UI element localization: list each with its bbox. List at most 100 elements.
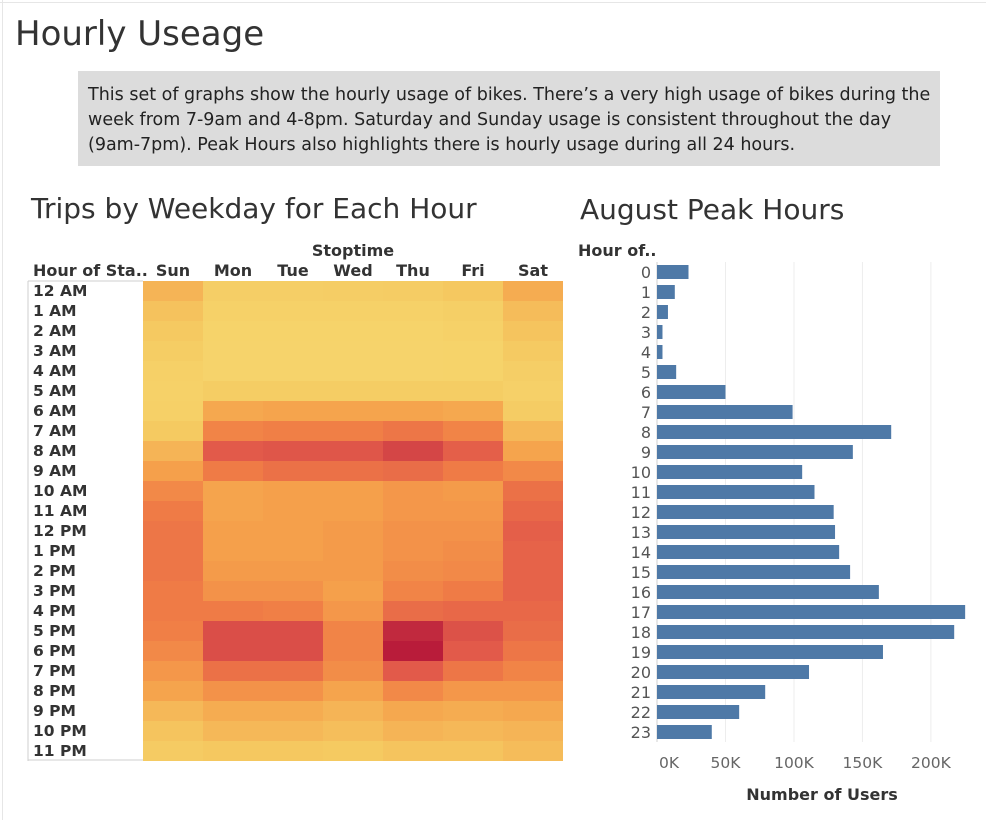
heatmap-cell[interactable] [323,421,383,441]
heatmap-cell[interactable] [203,461,263,481]
heatmap-cell[interactable] [323,621,383,641]
heatmap-cell[interactable] [383,521,443,541]
heatmap-cell[interactable] [383,501,443,521]
heatmap-cell[interactable] [503,561,563,581]
heatmap-cell[interactable] [263,461,323,481]
heatmap-cell[interactable] [323,401,383,421]
heatmap-cell[interactable] [443,481,503,501]
heatmap-cell[interactable] [143,721,203,741]
heatmap-cell[interactable] [143,701,203,721]
heatmap-cell[interactable] [263,361,323,381]
heatmap-cell[interactable] [383,441,443,461]
heatmap-cell[interactable] [143,681,203,701]
heatmap-cell[interactable] [143,321,203,341]
heatmap-cell[interactable] [203,321,263,341]
heatmap-cell[interactable] [503,461,563,481]
heatmap-cell[interactable] [383,641,443,661]
heatmap-cell[interactable] [323,641,383,661]
heatmap-cell[interactable] [443,601,503,621]
heatmap-cell[interactable] [143,281,203,301]
heatmap-cell[interactable] [503,421,563,441]
heatmap-cell[interactable] [323,441,383,461]
heatmap-cell[interactable] [383,421,443,441]
heatmap-cell[interactable] [443,721,503,741]
heatmap-cell[interactable] [263,501,323,521]
heatmap-cell[interactable] [203,381,263,401]
heatmap-cell[interactable] [143,561,203,581]
heatmap-cell[interactable] [443,541,503,561]
heatmap-cell[interactable] [323,701,383,721]
heatmap-cell[interactable] [443,741,503,761]
heatmap-cell[interactable] [203,301,263,321]
heatmap-cell[interactable] [503,621,563,641]
heatmap-cell[interactable] [383,321,443,341]
heatmap-cell[interactable] [323,601,383,621]
heatmap-cell[interactable] [503,661,563,681]
heatmap-cell[interactable] [443,401,503,421]
heatmap-cell[interactable] [323,501,383,521]
heatmap-cell[interactable] [263,601,323,621]
heatmap-cell[interactable] [203,501,263,521]
heatmap-cell[interactable] [323,281,383,301]
heatmap-cell[interactable] [143,521,203,541]
heatmap-cell[interactable] [203,701,263,721]
heatmap-cell[interactable] [323,721,383,741]
heatmap-cell[interactable] [323,361,383,381]
heatmap-cell[interactable] [143,541,203,561]
heatmap-cell[interactable] [203,541,263,561]
heatmap-cell[interactable] [203,661,263,681]
heatmap-cell[interactable] [503,361,563,381]
heatmap-cell[interactable] [323,661,383,681]
heatmap-cell[interactable] [443,681,503,701]
heatmap-cell[interactable] [503,681,563,701]
heatmap-cell[interactable] [503,401,563,421]
heatmap-cell[interactable] [203,581,263,601]
heatmap-cell[interactable] [263,621,323,641]
heatmap-cell[interactable] [383,481,443,501]
heatmap-cell[interactable] [503,581,563,601]
heatmap-cell[interactable] [383,661,443,681]
heatmap-cell[interactable] [143,661,203,681]
heatmap-cell[interactable] [443,301,503,321]
heatmap-cell[interactable] [203,601,263,621]
heatmap-cell[interactable] [143,641,203,661]
heatmap-cell[interactable] [143,341,203,361]
heatmap-cell[interactable] [143,581,203,601]
heatmap-cell[interactable] [263,341,323,361]
heatmap-cell[interactable] [323,481,383,501]
heatmap-cell[interactable] [503,301,563,321]
heatmap-cell[interactable] [263,721,323,741]
heatmap-cell[interactable] [143,421,203,441]
heatmap-cell[interactable] [143,441,203,461]
heatmap-cell[interactable] [203,641,263,661]
heatmap-cell[interactable] [443,361,503,381]
heatmap-cell[interactable] [443,321,503,341]
heatmap-cell[interactable] [443,521,503,541]
heatmap-cell[interactable] [443,561,503,581]
heatmap-cell[interactable] [323,681,383,701]
heatmap-cell[interactable] [143,601,203,621]
heatmap-cell[interactable] [443,701,503,721]
heatmap-cell[interactable] [383,601,443,621]
heatmap-cell[interactable] [503,521,563,541]
heatmap-cell[interactable] [203,621,263,641]
heatmap-cell[interactable] [323,381,383,401]
heatmap-cell[interactable] [443,501,503,521]
heatmap-cell[interactable] [323,561,383,581]
heatmap-cell[interactable] [503,701,563,721]
heatmap-cell[interactable] [203,521,263,541]
heatmap-cell[interactable] [443,341,503,361]
heatmap-cell[interactable] [383,401,443,421]
heatmap-cell[interactable] [263,481,323,501]
heatmap-cell[interactable] [323,341,383,361]
heatmap-cell[interactable] [383,621,443,641]
heatmap-cell[interactable] [143,501,203,521]
heatmap-cell[interactable] [263,741,323,761]
heatmap-cell[interactable] [503,541,563,561]
heatmap-cell[interactable] [383,301,443,321]
heatmap-cell[interactable] [383,281,443,301]
heatmap-cell[interactable] [203,281,263,301]
heatmap-cell[interactable] [263,421,323,441]
heatmap-cell[interactable] [443,381,503,401]
heatmap-cell[interactable] [383,341,443,361]
